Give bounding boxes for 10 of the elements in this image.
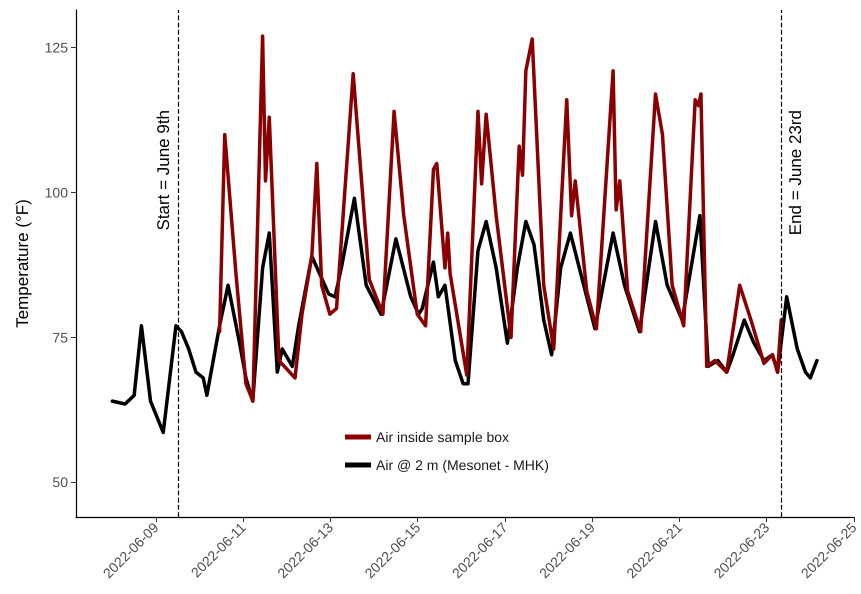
line-series: [218, 34, 783, 403]
y-tick-label: 125: [44, 40, 68, 56]
ref-line-label: Start = June 9th: [154, 110, 173, 230]
ref-line-label: End = June 23rd: [786, 110, 806, 236]
y-tick-label: 100: [44, 184, 68, 201]
legend-label: Air inside sample box: [376, 429, 510, 445]
y-axis-title: Temperature (°F): [13, 199, 32, 328]
y-tick-label: 75: [52, 329, 68, 346]
legend-label: Air @ 2 m (Mesonet - MHK): [376, 457, 549, 473]
y-tick-label: 50: [52, 474, 68, 490]
